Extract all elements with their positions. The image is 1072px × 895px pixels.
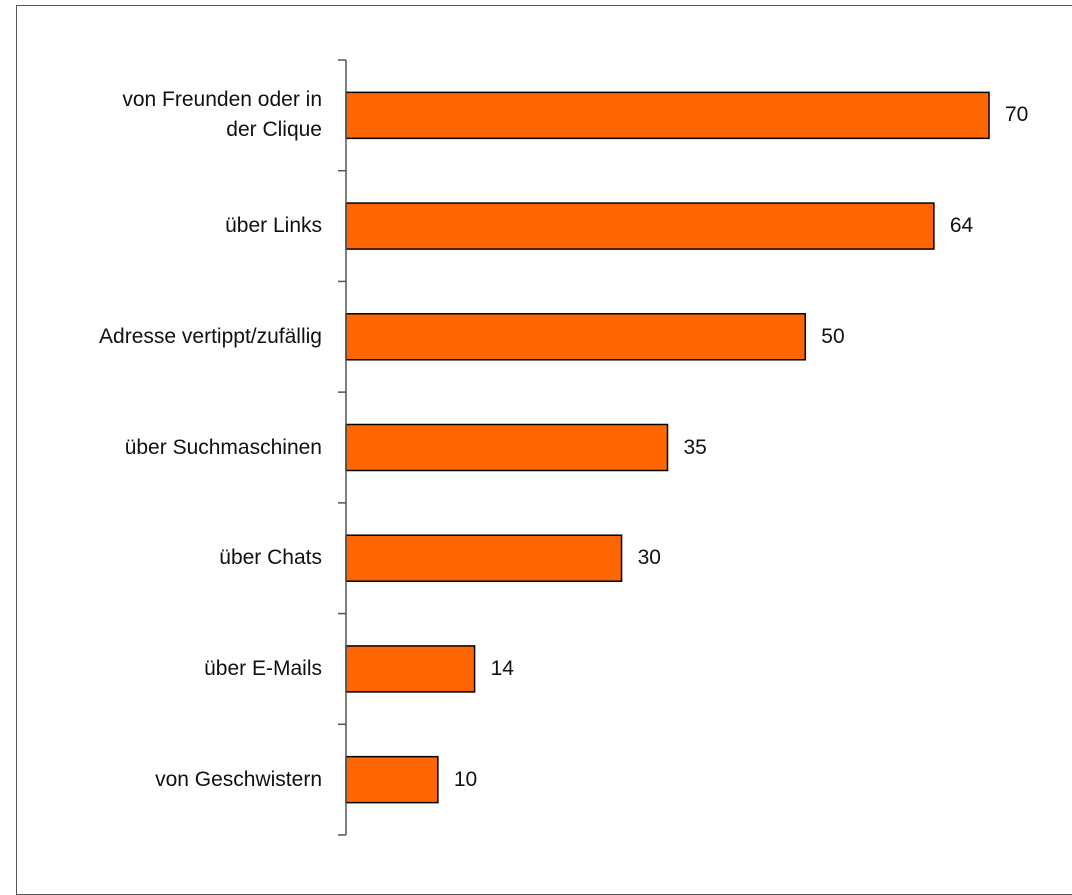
bar [345, 91, 990, 140]
bar [345, 645, 476, 693]
category-label: Adresse vertippt/zufällig [99, 324, 322, 348]
bar [345, 755, 439, 804]
bar [345, 423, 669, 472]
category-label: über E-Mails [204, 656, 322, 680]
value-label: 10 [453, 767, 478, 791]
value-label: 30 [637, 546, 661, 570]
category-label: über Chats [219, 546, 322, 570]
bar [345, 313, 807, 361]
value-label: 50 [821, 324, 845, 348]
category-label: über Suchmaschinen [124, 435, 322, 459]
value-label: 64 [949, 214, 974, 238]
category-label: von Geschwistern [155, 767, 322, 791]
category-label: von Freunden oder in der Clique [122, 88, 322, 142]
bar [345, 202, 935, 250]
value-label: 70 [1005, 103, 1029, 127]
value-label: 14 [490, 656, 514, 680]
category-label: über Links [225, 214, 322, 238]
value-label: 35 [683, 435, 707, 459]
bar [345, 534, 623, 582]
